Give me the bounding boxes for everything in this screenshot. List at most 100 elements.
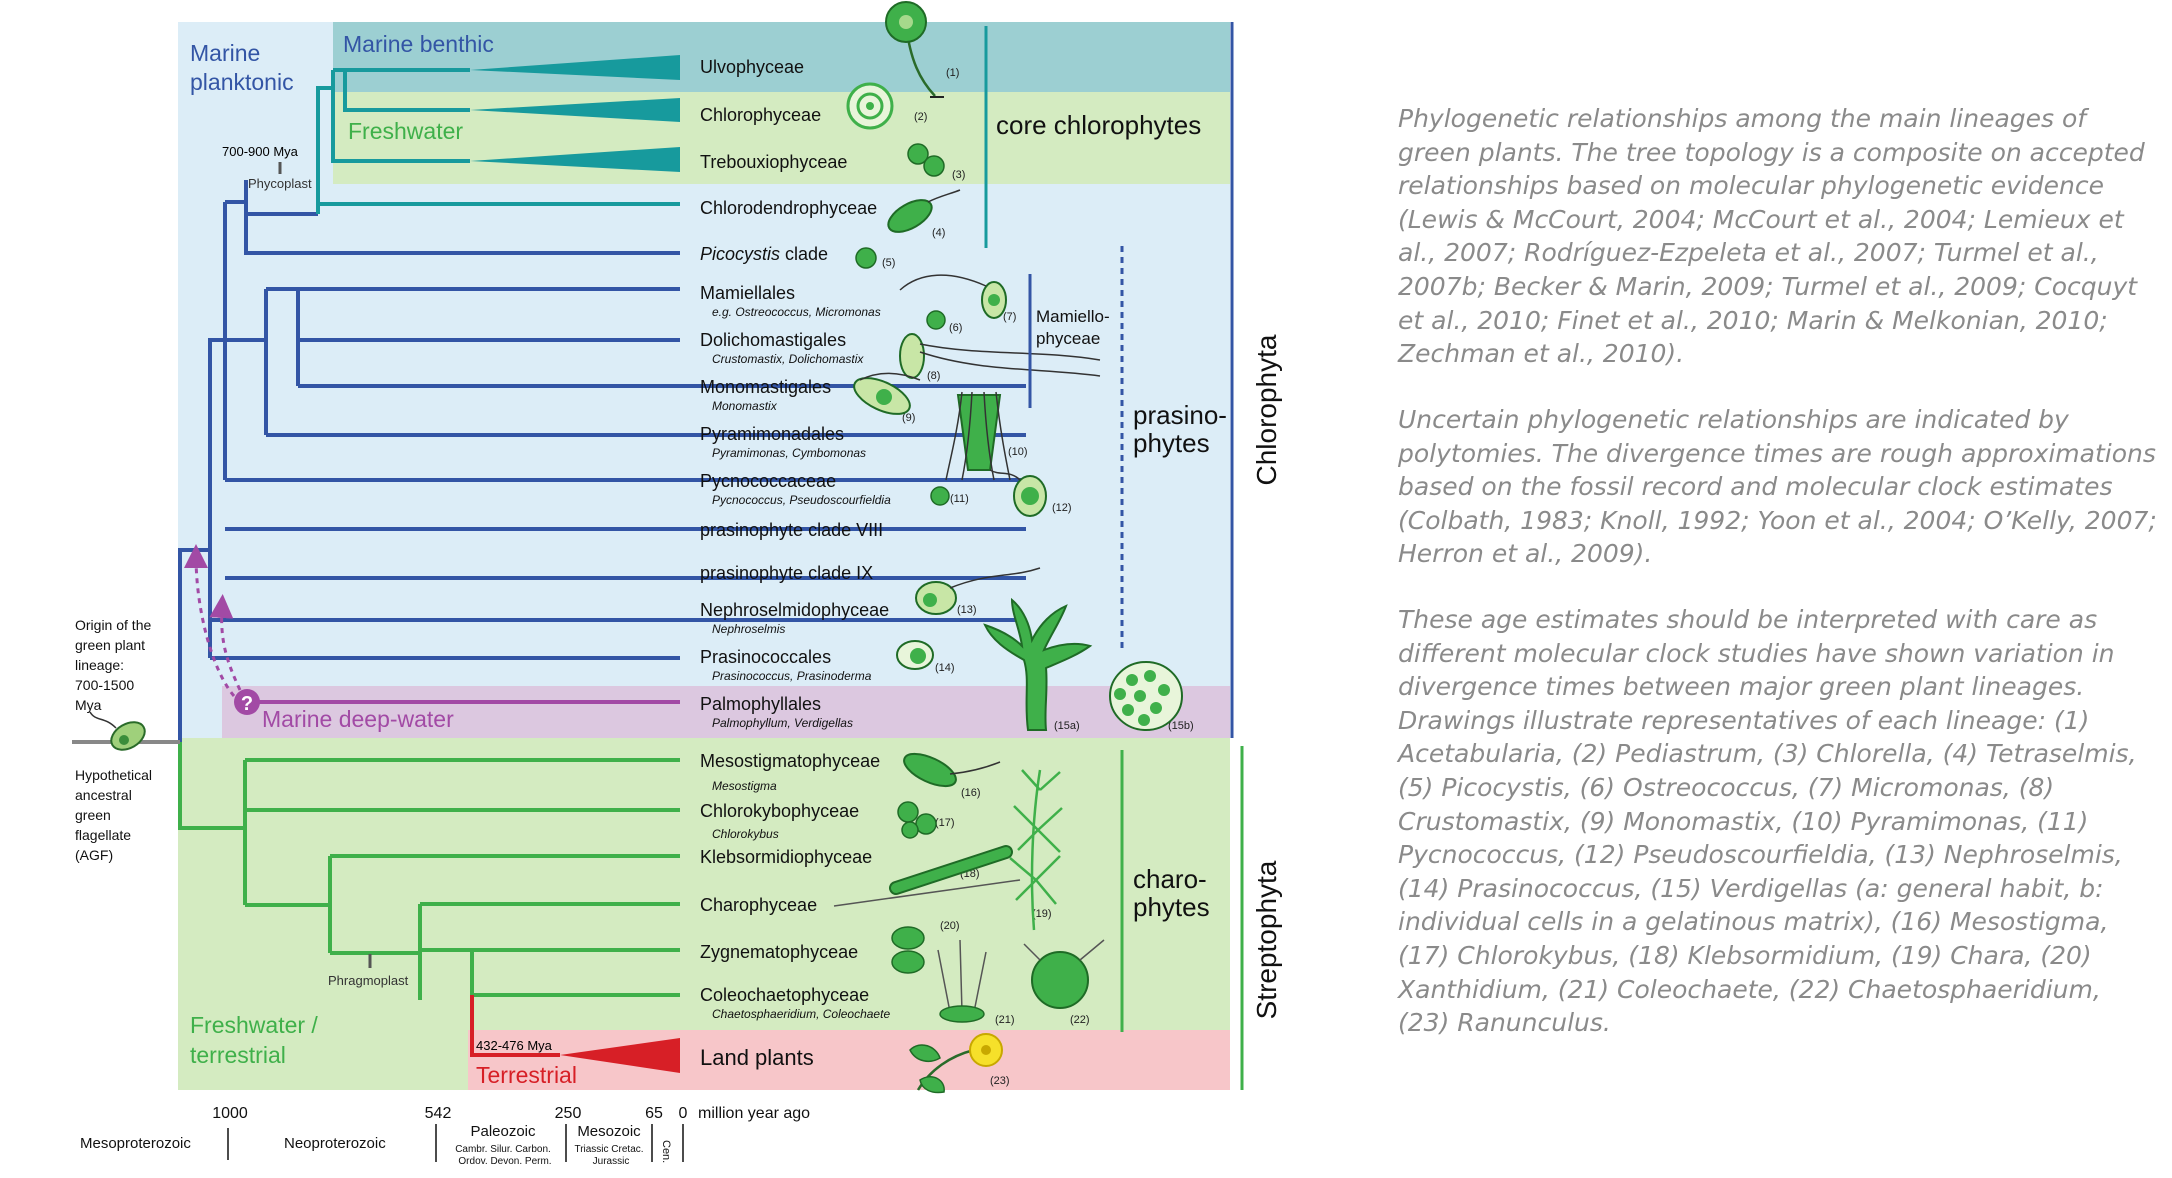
time-tick-label: 542 — [425, 1105, 452, 1122]
agf-note-line: green — [75, 807, 111, 823]
habitat-label-marine-planktonic: planktonic — [190, 69, 294, 95]
habitat-label-freshwater-terrestrial: Freshwater / — [190, 1012, 318, 1038]
chaetosphaeridium-drawing — [1023, 939, 1105, 1009]
lineage-genera: Pycnococcus, Pseudoscourfieldia — [712, 493, 891, 507]
drawing-numbers: (1) (2) (3) (4) (5) (6) (7) (8) (9) (10)… — [882, 67, 1194, 1087]
habitat-backgrounds — [178, 22, 1230, 1090]
chlorophyceae-wedge — [470, 98, 680, 122]
nephroselmis-drawing — [915, 567, 1041, 615]
picocystis-drawing — [855, 247, 877, 269]
mesozoic-periods: Triassic Cretac. — [574, 1144, 643, 1155]
origin-note: Origin of the green plant lineage: 700-1… — [75, 617, 151, 713]
land-plant-age-label: 432-476 Mya — [476, 1038, 553, 1053]
klebsormidium-drawing — [889, 845, 1013, 895]
habitat-label-freshwater-terrestrial: terrestrial — [190, 1042, 286, 1068]
drawing-number: (8) — [927, 370, 940, 382]
group-label-streptophyta: Streptophyta — [1251, 860, 1282, 1019]
drawing-number: (12) — [1052, 502, 1072, 514]
drawing-number: (4) — [932, 227, 945, 239]
habitat-label-marine-deep-water: Marine deep-water — [262, 706, 454, 732]
lineage-name: Monomastigales — [700, 377, 831, 397]
drawing-number: (14) — [935, 662, 955, 674]
pycnococcus-drawing — [930, 486, 950, 506]
lineage-name: Charophyceae — [700, 895, 817, 915]
uncertain-placement-arrow — [209, 594, 242, 691]
agf-cell-drawing — [89, 711, 146, 751]
lineage-name: Chlorophyceae — [700, 105, 821, 125]
drawing-number: (23) — [990, 1075, 1010, 1087]
lineage-name: Klebsormidiophyceae — [700, 847, 872, 867]
lineage-name: Land plants — [700, 1045, 814, 1070]
pseudoscourfieldia-drawing — [989, 469, 1047, 517]
lineage-name: Chlorokybophyceae — [700, 801, 859, 821]
coleochaete-drawing — [937, 939, 987, 1023]
lineage-name: prasinophyte clade IX — [700, 563, 873, 583]
core-chlorophyte-branches — [316, 68, 680, 214]
prasinococcus-drawing — [896, 640, 934, 670]
lineage-name: Ulvophyceae — [700, 57, 804, 77]
group-label-charophytes: phytes — [1133, 892, 1210, 922]
verdigellas-cells-drawing — [1109, 661, 1183, 731]
group-brackets — [984, 22, 1244, 1090]
habitat-label-marine-planktonic: Marine — [190, 40, 260, 66]
lineage-genera: e.g. Ostreococcus, Micromonas — [712, 305, 881, 319]
drawing-number: (17) — [935, 817, 955, 829]
phylogenetic-tree-diagram: Marine planktonic Marine benthic Freshwa… — [72, 1, 1282, 1167]
agf-note-line: flagellate — [75, 827, 131, 843]
micromonas-drawing — [899, 274, 1007, 330]
charophyceae-pointer-line — [833, 879, 1021, 907]
lineage-genera: Pyramimonas, Cymbomonas — [712, 446, 866, 460]
origin-note-line: 700-1500 — [75, 677, 134, 693]
caption-paragraph-2: Uncertain phylogenetic relationships are… — [1398, 405, 2157, 569]
lineage-genera: Prasinococcus, Prasinoderma — [712, 669, 872, 683]
lineage-name: Nephroselmidophyceae — [700, 600, 889, 620]
lineage-name: Prasinococcales — [700, 647, 831, 667]
lineage-name: Mesostigmatophyceae — [700, 751, 880, 771]
ulvophyceae-wedge — [470, 55, 680, 80]
group-label-mamiellophyceae: phyceae — [1036, 329, 1100, 348]
freshwater-chlorophyte-zone — [333, 92, 1230, 184]
drawing-number: (9) — [902, 412, 915, 424]
drawing-number: (15a) — [1054, 720, 1080, 732]
drawing-number: (5) — [882, 257, 895, 269]
terrestrial-zone — [468, 1030, 1230, 1090]
origin-note-line: lineage: — [75, 657, 124, 673]
era-label-cenozoic: Cen. — [660, 1140, 672, 1163]
lineage-name: prasinophyte clade VIII — [700, 520, 883, 540]
origin-note-line: Mya — [75, 697, 102, 713]
mesozoic-periods: Jurassic — [593, 1156, 630, 1167]
drawing-number: (1) — [946, 67, 959, 79]
lineage-name: Pyramimonadales — [700, 424, 844, 444]
drawing-number: (2) — [914, 111, 927, 123]
lineage-name: Trebouxiophyceae — [700, 152, 847, 172]
lineage-genera: Monomastix — [712, 399, 778, 413]
drawing-number: (19) — [1032, 908, 1052, 920]
drawing-number: (11) — [950, 493, 969, 505]
ranunculus-drawing — [909, 1033, 1003, 1094]
chlorella-drawing — [907, 143, 945, 177]
group-label-charophytes: charo- — [1133, 864, 1207, 894]
agf-note-line: ancestral — [75, 787, 132, 803]
monomastix-drawing — [853, 372, 921, 415]
core-chlorophyte-age-label: 700-900 Mya — [222, 144, 299, 159]
drawing-number: (16) — [961, 787, 981, 799]
habitat-labels: Marine planktonic Marine benthic Freshwa… — [190, 31, 577, 1088]
group-label-mamiellophyceae: Mamiello- — [1036, 307, 1110, 326]
drawing-number: (7) — [1003, 311, 1016, 323]
lineage-genera: Palmophyllum, Verdigellas — [712, 716, 853, 730]
lineage-labels: Ulvophyceae Chlorophyceae Trebouxiophyce… — [700, 57, 891, 1070]
land-plant-branch — [470, 995, 560, 1057]
drawing-number: (6) — [949, 322, 962, 334]
crustomastix-drawing — [899, 333, 1101, 379]
time-tick-label: 0 — [679, 1105, 688, 1122]
caption-paragraph-3: These age estimates should be interprete… — [1398, 605, 2137, 1038]
lineage-name: Coleochaetophyceae — [700, 985, 869, 1005]
origin-note-line: Origin of the — [75, 617, 151, 633]
drawing-number: (13) — [957, 604, 977, 616]
lineage-name: Dolichomastigales — [700, 330, 846, 350]
chlorokybus-drawing — [897, 801, 937, 839]
pediastrum-drawing — [846, 82, 894, 130]
phycoplast-label: Phycoplast — [248, 176, 312, 191]
lineage-name: Zygnematophyceae — [700, 942, 858, 962]
era-label-paleozoic: Paleozoic — [470, 1123, 536, 1140]
